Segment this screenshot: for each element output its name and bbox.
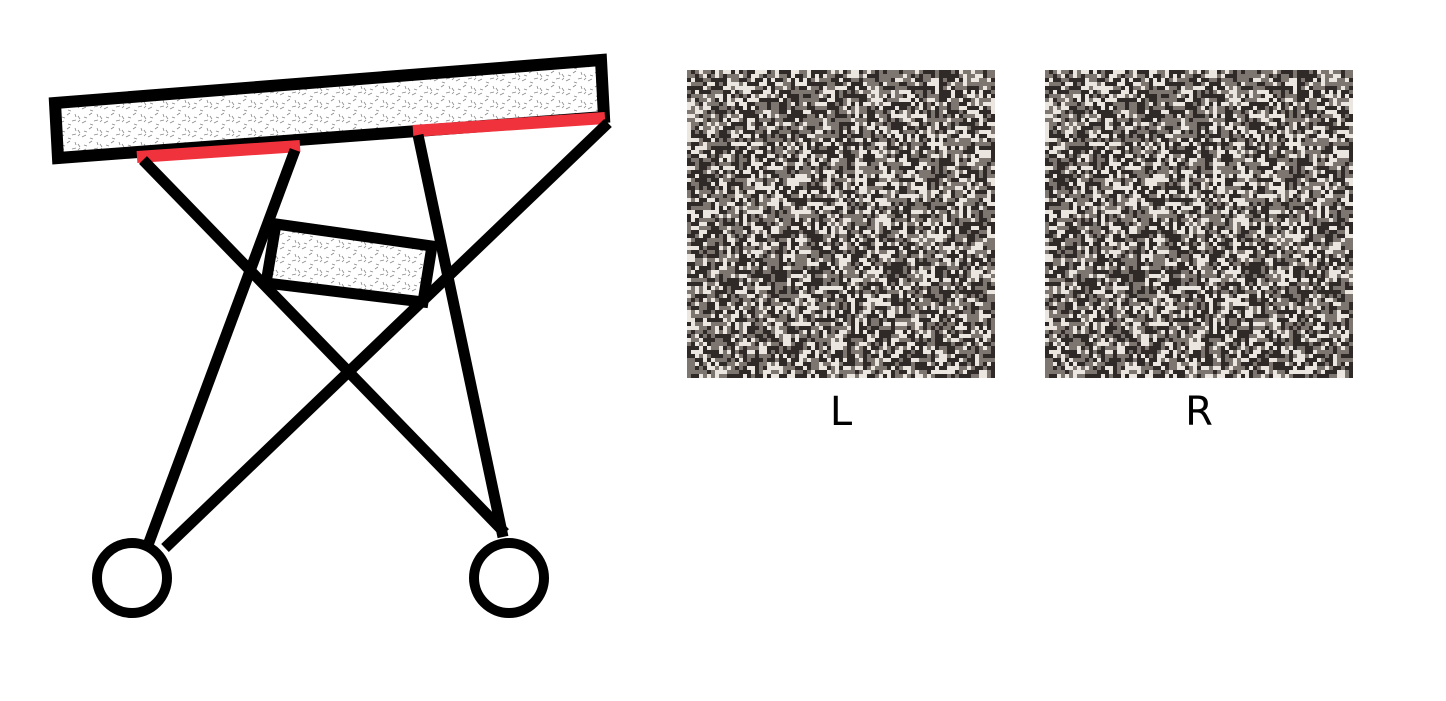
right-random-dot-stereogram bbox=[1045, 70, 1353, 378]
right-eye-ray-inner bbox=[412, 133, 509, 539]
stereo-geometry-diagram bbox=[48, 53, 612, 618]
left-random-dot-stereogram bbox=[687, 70, 995, 378]
left-image-label: L bbox=[829, 389, 853, 435]
left-eye-circle-icon bbox=[92, 538, 172, 618]
far-surface bbox=[48, 53, 611, 165]
right-sensor-strip bbox=[412, 112, 606, 137]
right-image-label: R bbox=[1185, 389, 1213, 435]
right-eye-circle-icon bbox=[469, 538, 549, 618]
left-sensor-strip bbox=[136, 140, 301, 163]
right-noise-texture bbox=[1045, 70, 1353, 378]
left-eye-ray-inner bbox=[142, 148, 301, 547]
right-eye-ray-outer bbox=[161, 119, 612, 552]
near-surface bbox=[259, 217, 439, 309]
left-noise-texture bbox=[687, 70, 995, 378]
left-eye-ray-outer bbox=[139, 156, 509, 537]
